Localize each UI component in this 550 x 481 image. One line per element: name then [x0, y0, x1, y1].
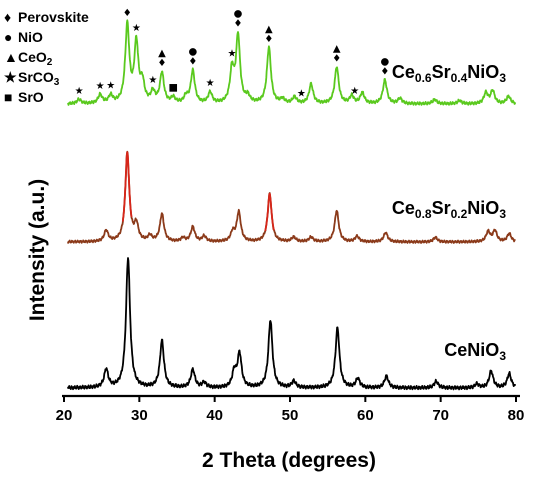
x-ticks: 20 30 40 50 60 70 80 [56, 396, 525, 424]
phase-marker-symbol: ♦ [380, 67, 389, 78]
legend: ♦ Perovskite● NiO▲ CeO2★ SrCO3■ SrO [4, 9, 89, 105]
phase-marker-symbol: ▲ [158, 48, 166, 59]
x-tick-label: 20 [56, 407, 73, 424]
legend-symbol: ★ [4, 69, 17, 85]
series-labels: Ce0.6Sr0.4NiO3 Ce0.8Sr0.2NiO3 CeNiO3 [392, 62, 506, 363]
series-line-0 [67, 19, 517, 106]
legend-label: CeO2 [18, 49, 53, 68]
legend-label: SrCO3 [18, 69, 60, 88]
x-tick-label: 60 [357, 407, 374, 424]
phase-marker-symbol: ♦ [188, 57, 197, 68]
legend-symbol: ♦ [4, 9, 11, 25]
phase-marker-symbol: ● [381, 57, 390, 68]
phase-marker-symbol: ♦ [234, 19, 243, 30]
legend-label: Perovskite [18, 9, 89, 25]
series-label: Ce0.8Sr0.2NiO3 [392, 198, 506, 221]
phase-marker-symbol: ★ [228, 49, 237, 60]
series-label: CeNiO3 [444, 340, 506, 363]
phase-marker-symbol: ● [234, 9, 243, 20]
phase-marker-symbol: ● [188, 47, 197, 58]
phase-marker-symbol: ★ [106, 81, 115, 92]
phase-marker-symbol: ♦ [157, 58, 166, 69]
phase-marker-symbol: ♦ [123, 8, 132, 19]
series-label: Ce0.6Sr0.4NiO3 [392, 62, 506, 85]
legend-symbol: ■ [4, 89, 12, 105]
legend-label: NiO [18, 29, 43, 45]
x-tick-label: 50 [282, 407, 299, 424]
phase-marker-symbol: ★ [206, 78, 215, 89]
x-tick-label: 70 [432, 407, 449, 424]
phase-marker-symbol: ★ [132, 23, 141, 34]
phase-marker-symbol: ♦ [264, 34, 273, 45]
legend-label: SrO [18, 89, 44, 105]
legend-symbol: ▲ [4, 49, 18, 65]
phase-marker-symbol: ♦ [332, 54, 341, 65]
x-tick-label: 30 [131, 407, 148, 424]
phase-marker-symbol: ★ [96, 81, 105, 92]
phase-marker-symbol: ▲ [333, 44, 341, 55]
y-axis-title: Intensity (a.u.) [26, 179, 49, 321]
x-axis-title: 2 Theta (degrees) [202, 449, 376, 472]
phase-markers: ♦★★ ★ ★★♦▲■♦●★★♦●♦▲★♦▲★♦● [75, 8, 390, 99]
phase-marker-symbol: ★ [75, 86, 84, 97]
series-line-2 [66, 257, 517, 391]
series-peak-highlight [121, 151, 133, 222]
x-tick-label: 40 [206, 407, 223, 424]
series-layer [66, 19, 517, 391]
phase-marker-symbol: ★ [297, 88, 306, 99]
legend-symbol: ● [4, 29, 12, 45]
phase-marker-symbol: ★ [148, 75, 157, 86]
series-peak-highlight [264, 192, 275, 232]
phase-marker-symbol: ★ [350, 86, 359, 97]
x-tick-label: 80 [508, 407, 525, 424]
series-line-1 [66, 150, 516, 244]
phase-marker-symbol: ▲ [265, 24, 273, 35]
phase-marker-symbol: ■ [169, 83, 178, 94]
